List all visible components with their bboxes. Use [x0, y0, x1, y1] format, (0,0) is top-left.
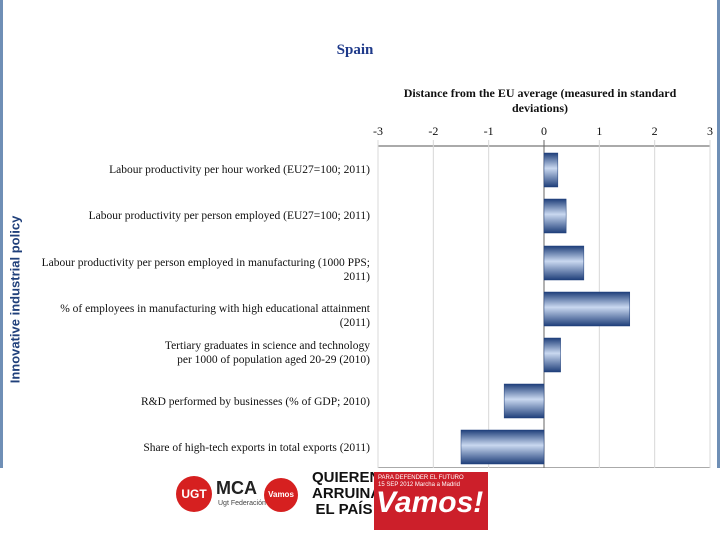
category-label-3: % of employees in manufacturing with hig… — [60, 303, 370, 329]
category-label-1: Labour productivity per person employed … — [88, 210, 370, 222]
slogan-text: QUIEREN ARRUINAR EL PAÍS — [312, 469, 392, 518]
bar — [503, 383, 545, 419]
tick-label: 0 — [541, 124, 547, 138]
tick-label: -2 — [428, 124, 438, 138]
tick-label: 3 — [707, 124, 713, 138]
bar — [543, 245, 585, 281]
tick-label: -1 — [484, 124, 494, 138]
category-label-6: Share of high-tech exports in total expo… — [143, 442, 370, 454]
bar — [460, 429, 545, 465]
footer-banner — [0, 468, 720, 540]
category-label-2: Labour productivity per person employed … — [41, 257, 370, 283]
tick-label: -3 — [373, 124, 383, 138]
category-label-0: Labour productivity per hour worked (EU2… — [109, 164, 370, 176]
bar — [543, 291, 631, 327]
category-label-5: R&D performed by businesses (% of GDP; 2… — [140, 396, 370, 408]
bar — [543, 152, 559, 188]
banner-big-text: Vamos! — [376, 486, 484, 519]
banner-small-text: PARA DEFENDER EL FUTURO 15 SEP 2012 Marc… — [378, 475, 464, 488]
bar — [543, 198, 567, 234]
tick-label: 2 — [652, 124, 658, 138]
ugt-logo: UGT — [176, 476, 212, 512]
bar — [543, 337, 561, 373]
x-axis-title: Distance from the EU average (measured i… — [403, 86, 677, 115]
bar-chart: -3 -2 -1 0 1 2 3 — [373, 124, 713, 468]
tick-label: 1 — [596, 124, 602, 138]
vamos-small-logo: Vamos — [264, 478, 298, 512]
mca-subtitle: Ugt Federación — [218, 500, 266, 507]
vamos-banner — [374, 472, 488, 530]
category-label-4: Tertiary graduates in science and techno… — [164, 340, 370, 366]
mca-logo: MCA — [216, 478, 257, 498]
chart-title: Spain — [336, 42, 374, 58]
